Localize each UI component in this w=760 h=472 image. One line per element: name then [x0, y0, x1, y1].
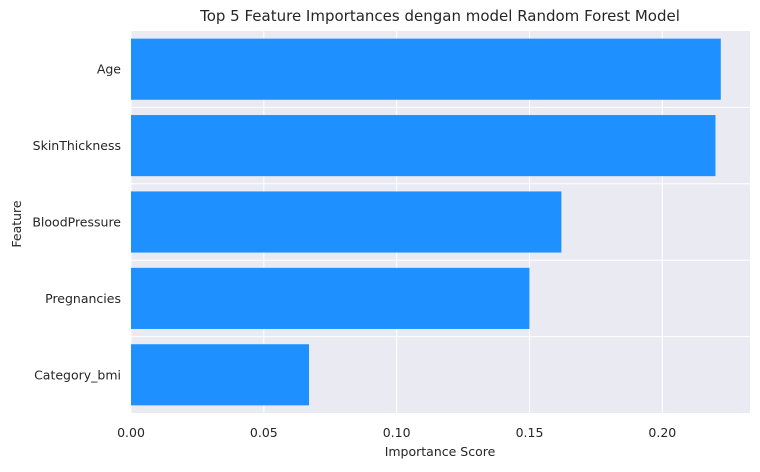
x-tick-labels: 0.00 0.05 0.10 0.15 0.20 [117, 425, 676, 440]
y-tick-label: BloodPressure [32, 215, 121, 230]
bar-pregnancies [131, 267, 530, 329]
x-tick-label: 0.05 [250, 425, 278, 440]
y-tick-label: Pregnancies [45, 291, 121, 306]
bar-bloodpressure [131, 191, 562, 253]
x-tick-label: 0.20 [648, 425, 676, 440]
bar-skinthickness [131, 115, 716, 177]
x-tick-label: 0.10 [383, 425, 411, 440]
y-axis-label: Feature [9, 200, 24, 248]
y-tick-label: SkinThickness [33, 138, 121, 153]
y-tick-labels: Age SkinThickness BloodPressure Pregnancies… [32, 62, 121, 383]
x-tick-label: 0.00 [117, 425, 145, 440]
y-tick-label: Age [97, 62, 121, 77]
x-axis-label: Importance Score [385, 444, 496, 459]
y-tick-label: Category_bmi [34, 367, 121, 382]
chart-title: Top 5 Feature Importances dengan model R… [199, 7, 680, 25]
bar-age [131, 38, 721, 100]
x-tick-label: 0.15 [516, 425, 544, 440]
bar-category-bmi [131, 344, 309, 406]
bars [131, 38, 721, 406]
